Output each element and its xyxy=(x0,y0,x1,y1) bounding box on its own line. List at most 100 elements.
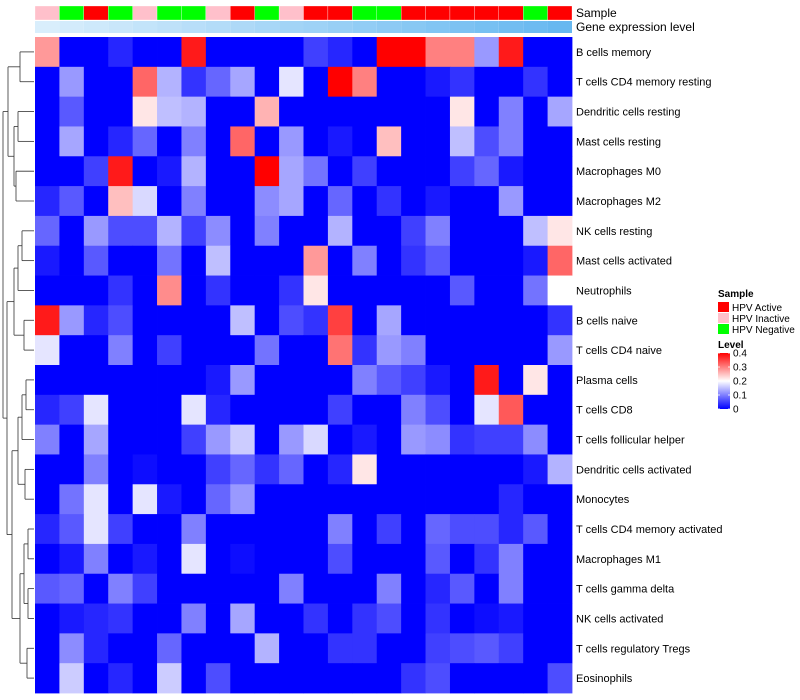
heatmap-cell xyxy=(523,543,548,575)
heatmap-cell xyxy=(157,335,182,366)
heatmap-cell xyxy=(352,365,378,396)
heatmap-cell xyxy=(254,424,280,455)
heatmap-cell xyxy=(498,454,524,485)
heatmap-cell xyxy=(205,543,231,575)
heatmap-cell xyxy=(449,663,475,694)
heatmap-cell xyxy=(474,186,500,217)
heatmap-cell xyxy=(498,37,524,68)
heatmap-cell xyxy=(205,305,231,336)
heatmap-cell xyxy=(401,365,426,396)
legend-swatch xyxy=(718,313,729,323)
heatmap-cell xyxy=(279,603,304,634)
heatmap-cell xyxy=(474,633,500,664)
heatmap-cell xyxy=(352,335,378,366)
heatmap-cell xyxy=(108,603,134,634)
heatmap-cell xyxy=(401,514,426,545)
row-label: T cells regulatory Tregs xyxy=(576,643,691,655)
heatmap-cell xyxy=(230,514,256,545)
heatmap-cell xyxy=(376,66,402,98)
heatmap-cell xyxy=(547,603,573,634)
heatmap-cell xyxy=(181,126,207,157)
heatmap-cell xyxy=(376,484,402,515)
heatmap-cell xyxy=(35,275,60,306)
heatmap-cell xyxy=(425,454,451,485)
heatmap-cell xyxy=(35,186,60,217)
heatmap-cell xyxy=(327,543,353,575)
heatmap-cell xyxy=(59,543,85,575)
heatmap-cell xyxy=(303,335,329,366)
heatmap-cell xyxy=(59,156,85,187)
heatmap-cell xyxy=(132,365,158,396)
heatmap-cell xyxy=(523,573,548,604)
heatmap-cell xyxy=(449,186,475,217)
heatmap-cell xyxy=(181,633,207,664)
heatmap-cell xyxy=(279,335,304,366)
heatmap-cell xyxy=(376,37,402,68)
heatmap-cell xyxy=(425,126,451,157)
heatmap-cell xyxy=(376,394,402,426)
heatmap-cell xyxy=(35,573,60,604)
heatmap-cell xyxy=(352,633,378,664)
heatmap-cell xyxy=(376,275,402,306)
heatmap-cell xyxy=(132,37,158,68)
legend-swatch xyxy=(718,302,729,312)
heatmap-cell xyxy=(523,454,548,485)
heatmap-cell xyxy=(523,484,548,515)
legend-swatch xyxy=(718,324,729,334)
heatmap-cell xyxy=(157,424,182,455)
row-label: Dendritic cells resting xyxy=(576,107,681,119)
heatmap-cell xyxy=(157,454,182,485)
heatmap-cell xyxy=(181,275,207,306)
heatmap-cell xyxy=(498,215,524,247)
heatmap-cell xyxy=(83,633,109,664)
heatmap-cell xyxy=(205,514,231,545)
heatmap-cell xyxy=(279,156,304,187)
heatmap-cell xyxy=(254,126,280,157)
gene-expression-annotation-cell xyxy=(230,21,255,33)
heatmap-cell xyxy=(498,514,524,545)
heatmap-cell xyxy=(205,335,231,366)
heatmap-cell xyxy=(449,633,475,664)
heatmap-cell xyxy=(230,37,256,68)
heatmap-cell xyxy=(59,37,85,68)
gene-expression-annotation-cell xyxy=(279,21,304,33)
heatmap-cell xyxy=(279,96,304,127)
heatmap-cell xyxy=(352,245,378,276)
heatmap-cell xyxy=(35,424,60,455)
heatmap-cell xyxy=(523,514,548,545)
row-label: Macrophages M2 xyxy=(576,196,661,208)
heatmap-cell xyxy=(35,633,60,664)
heatmap-cell xyxy=(303,573,329,604)
heatmap-cell xyxy=(376,126,402,157)
heatmap-cell xyxy=(376,573,402,604)
heatmap-cell xyxy=(83,514,109,545)
heatmap-cell xyxy=(376,215,402,247)
heatmap-cell xyxy=(254,305,280,336)
heatmap-cell xyxy=(279,484,304,515)
heatmap-cell xyxy=(303,633,329,664)
sample-annotation-cell xyxy=(278,5,304,21)
heatmap-cell xyxy=(157,365,182,396)
heatmap-cell xyxy=(327,96,353,127)
heatmap-cell xyxy=(303,603,329,634)
heatmap-cell xyxy=(157,66,182,98)
heatmap-cell xyxy=(205,215,231,247)
heatmap-cell xyxy=(547,126,573,157)
sample-annotation-cell xyxy=(34,5,60,21)
heatmap-cell xyxy=(83,305,109,336)
heatmap-cell xyxy=(523,633,548,664)
heatmap-cell xyxy=(352,573,378,604)
sample-annotation-cell xyxy=(547,5,573,21)
heatmap-cell xyxy=(327,424,353,455)
row-label: Mast cells activated xyxy=(576,256,672,268)
sample-annotation-cell xyxy=(181,5,207,21)
heatmap-cell xyxy=(449,394,475,426)
heatmap-cell xyxy=(498,245,524,276)
heatmap-cell xyxy=(181,245,207,276)
heatmap-cell xyxy=(108,215,134,247)
heatmap-cell xyxy=(523,305,548,336)
heatmap-cell xyxy=(498,484,524,515)
heatmap-cell xyxy=(401,305,426,336)
heatmap-cell xyxy=(327,245,353,276)
heatmap-cell xyxy=(59,514,85,545)
